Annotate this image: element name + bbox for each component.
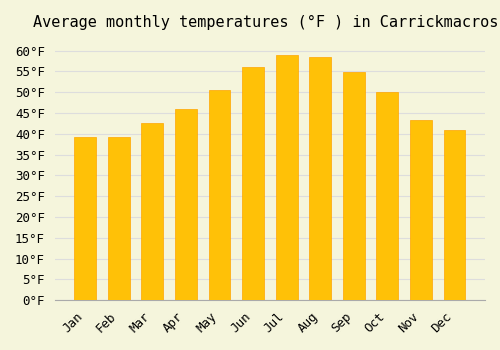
Bar [242, 67, 264, 300]
Bar [276, 55, 297, 300]
Bar [208, 90, 231, 300]
Bar [175, 109, 197, 300]
Bar [376, 92, 398, 300]
Bar [310, 57, 331, 300]
Bar [108, 137, 130, 300]
Bar [74, 137, 96, 300]
Bar [444, 130, 466, 300]
Bar [142, 124, 164, 300]
Bar [343, 72, 364, 300]
Bar [410, 120, 432, 300]
Title: Average monthly temperatures (°F ) in Carrickmacross: Average monthly temperatures (°F ) in Ca… [32, 15, 500, 30]
